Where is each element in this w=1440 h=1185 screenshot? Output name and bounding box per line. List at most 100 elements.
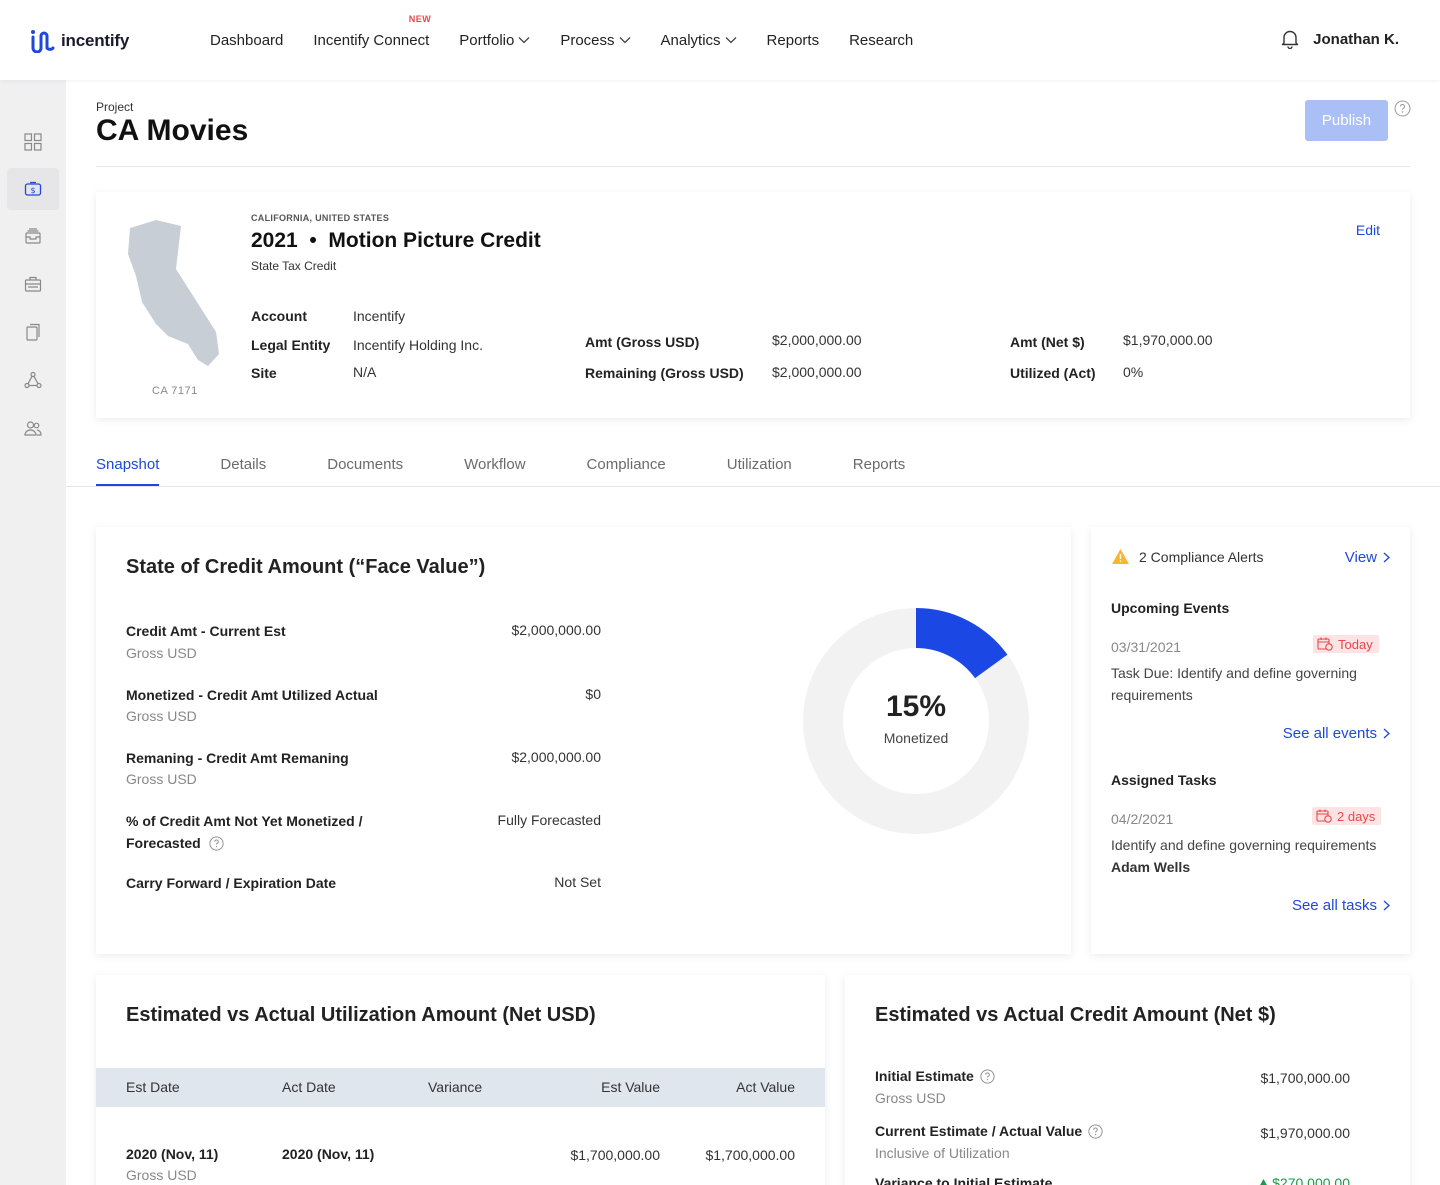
tab-workflow[interactable]: Workflow	[464, 456, 526, 473]
sidebar-item-dashboard[interactable]	[7, 121, 59, 163]
badge-text: Today	[1338, 636, 1373, 652]
task-description: Identify and define governing requiremen…	[1111, 837, 1377, 853]
nav-portfolio[interactable]: Portfolio	[459, 32, 530, 49]
site-value: N/A	[353, 364, 377, 380]
link-label: See all tasks	[1291, 897, 1377, 914]
compliance-alerts: 2 Compliance Alerts	[1111, 548, 1264, 565]
current-estimate-value: $1,970,000.00	[1260, 1125, 1350, 1141]
row-label: % of Credit Amt Not Yet Monetized /	[126, 813, 363, 829]
edit-link[interactable]: Edit	[1355, 222, 1380, 238]
est-value: $1,700,000.00	[570, 1147, 660, 1163]
event-date: 03/31/2021	[1111, 639, 1182, 655]
help-icon[interactable]	[209, 835, 224, 851]
bell-icon[interactable]	[1281, 29, 1299, 49]
project-tabs: Snapshot Details Documents Workflow Comp…	[96, 456, 966, 486]
row-sub: Gross USD	[126, 771, 197, 787]
nav-analytics[interactable]: Analytics	[661, 32, 737, 49]
act-date: 2020 (Nov, 11)	[282, 1146, 375, 1162]
utilized-label: Utilized (Act)	[1010, 365, 1096, 381]
sidebar-item-users[interactable]	[7, 407, 59, 449]
row-label: Credit Amt - Current Est	[126, 623, 286, 639]
nav-reports[interactable]: Reports	[767, 32, 820, 49]
tab-details[interactable]: Details	[220, 456, 267, 473]
tabs-divider	[66, 486, 1440, 487]
column-header[interactable]: Act Date	[282, 1079, 336, 1095]
credit-type: State Tax Credit	[251, 259, 337, 273]
event-due-badge: Today	[1313, 635, 1379, 653]
nav-label: Dashboard	[210, 31, 284, 49]
tab-reports[interactable]: Reports	[852, 456, 906, 473]
event-text-line2: requirements	[1111, 687, 1193, 703]
help-icon[interactable]	[1088, 1123, 1103, 1139]
nav-incentify-connect[interactable]: Incentify Connect NEW	[313, 14, 430, 49]
column-header[interactable]: Act Value	[736, 1079, 795, 1095]
nav-label: Incentify Connect	[313, 31, 430, 49]
dollar-card-icon: $	[24, 181, 42, 196]
site-label: Site	[251, 365, 277, 381]
donut-percent: 15%	[885, 690, 947, 723]
nav-research[interactable]: Research	[849, 32, 913, 49]
monetized-donut-chart	[803, 608, 1029, 834]
est-date-sub: Gross USD	[126, 1167, 197, 1183]
donut-arc-monetized	[915, 608, 1008, 679]
sidebar-item-documents[interactable]	[7, 311, 59, 353]
sidebar-item-stack[interactable]	[7, 215, 59, 257]
alerts-events-panel: 2 Compliance Alerts View Upcoming Events…	[1091, 527, 1410, 954]
project-label: Project	[96, 100, 134, 114]
variance-text: $270,000.00	[1272, 1175, 1350, 1185]
help-icon[interactable]	[980, 1068, 995, 1084]
brand-logo[interactable]: incentify	[30, 28, 129, 53]
label-text: Initial Estimate	[875, 1068, 974, 1084]
est-date: 2020 (Nov, 11)	[126, 1146, 219, 1162]
row-sub: Gross USD	[126, 645, 197, 661]
dashboard-grid-icon	[24, 133, 42, 151]
row-value: $0	[585, 686, 601, 702]
california-map-icon	[128, 220, 219, 366]
initial-estimate-value: $1,700,000.00	[1260, 1070, 1350, 1086]
chevron-right-icon	[1383, 728, 1390, 739]
brand-name: incentify	[61, 30, 130, 50]
publish-button[interactable]: Publish	[1305, 100, 1388, 141]
map-label: CA 7171	[152, 385, 198, 397]
column-header[interactable]: Est Value	[601, 1079, 660, 1095]
nav-dashboard[interactable]: Dashboard	[210, 32, 283, 49]
label-text: Variance to Initial Estimate	[875, 1175, 1053, 1185]
net-amount-value: $1,970,000.00	[1123, 332, 1213, 348]
row-label: Carry Forward / Expiration Date	[126, 875, 337, 891]
nav-process[interactable]: Process	[560, 32, 630, 49]
see-all-events-link[interactable]: See all events	[1283, 725, 1390, 742]
user-menu[interactable]: Jonathan K.	[1313, 30, 1399, 48]
column-header[interactable]: Variance	[428, 1079, 483, 1095]
act-value: $1,700,000.00	[705, 1147, 795, 1163]
see-all-tasks-link[interactable]: See all tasks	[1292, 897, 1390, 914]
main-content: Project CA Movies Publish CA 7171 CALIFO…	[66, 80, 1440, 1185]
tab-compliance[interactable]: Compliance	[586, 456, 666, 473]
tab-utilization[interactable]: Utilization	[726, 456, 792, 473]
column-header[interactable]: Est Date	[126, 1079, 180, 1095]
tab-snapshot[interactable]: Snapshot	[96, 456, 160, 486]
sidebar-item-briefcase[interactable]	[7, 263, 59, 305]
calendar-clock-icon	[1316, 809, 1332, 823]
view-alerts-link[interactable]: View	[1345, 549, 1390, 566]
assigned-tasks-title: Assigned Tasks	[1111, 772, 1217, 788]
variance-value: $270,000.00	[1259, 1175, 1350, 1185]
net-amount-label: Amt (Net $)	[1010, 334, 1085, 350]
help-icon[interactable]	[1394, 100, 1411, 117]
briefcase-icon	[24, 276, 42, 292]
initial-estimate-sub: Gross USD	[875, 1090, 946, 1106]
legal-entity-value: Incentify Holding Inc.	[353, 337, 483, 353]
divider	[96, 166, 1410, 167]
row-label-text: Forecasted	[126, 835, 201, 851]
location-label: CALIFORNIA, UNITED STATES	[251, 213, 390, 223]
nav-label: Process	[560, 31, 615, 49]
sidebar-item-credits[interactable]: $	[7, 168, 59, 210]
row-value: $2,000,000.00	[511, 622, 601, 638]
tab-documents[interactable]: Documents	[327, 456, 404, 473]
nav-label: Research	[849, 31, 914, 49]
sidebar-item-network[interactable]	[7, 359, 59, 401]
task-owner: Adam Wells	[1111, 859, 1191, 875]
section-title: State of Credit Amount (“Face Value”)	[126, 556, 486, 578]
remaining-value: $2,000,000.00	[772, 364, 862, 380]
credit-name: Motion Picture Credit	[328, 229, 541, 252]
section-title: Estimated vs Actual Credit Amount (Net $…	[875, 1004, 1276, 1026]
